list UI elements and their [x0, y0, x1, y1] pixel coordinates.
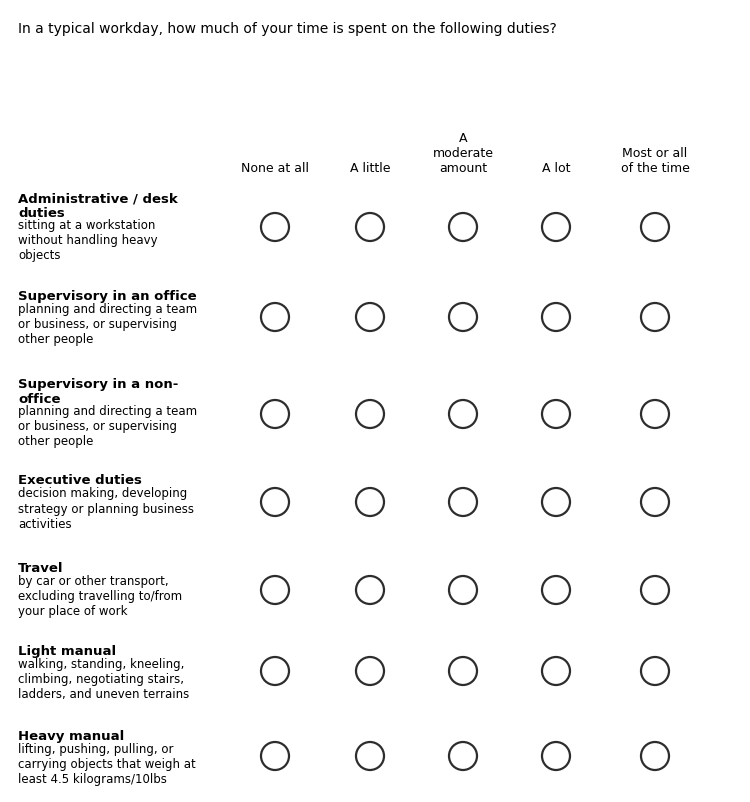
Text: sitting at a workstation
without handling heavy
objects: sitting at a workstation without handlin… [18, 219, 158, 261]
Text: A lot: A lot [542, 162, 570, 175]
Text: decision making, developing
strategy or planning business
activities: decision making, developing strategy or … [18, 487, 194, 530]
Text: Supervisory in a non-
office: Supervisory in a non- office [18, 378, 178, 406]
Text: Travel: Travel [18, 561, 64, 574]
Text: Supervisory in an office: Supervisory in an office [18, 290, 196, 302]
Text: walking, standing, kneeling,
climbing, negotiating stairs,
ladders, and uneven t: walking, standing, kneeling, climbing, n… [18, 658, 189, 701]
Text: Administrative / desk
duties: Administrative / desk duties [18, 192, 178, 220]
Text: planning and directing a team
or business, or supervising
other people: planning and directing a team or busines… [18, 303, 197, 346]
Text: planning and directing a team
or business, or supervising
other people: planning and directing a team or busines… [18, 404, 197, 448]
Text: A
moderate
amount: A moderate amount [433, 132, 494, 175]
Text: A little: A little [350, 162, 390, 175]
Text: None at all: None at all [241, 162, 309, 175]
Text: Heavy manual: Heavy manual [18, 729, 125, 742]
Text: Executive duties: Executive duties [18, 473, 142, 486]
Text: Most or all
of the time: Most or all of the time [620, 147, 689, 175]
Text: by car or other transport,
excluding travelling to/from
your place of work: by car or other transport, excluding tra… [18, 575, 182, 618]
Text: Light manual: Light manual [18, 644, 116, 657]
Text: In a typical workday, how much of your time is spent on the following duties?: In a typical workday, how much of your t… [18, 22, 556, 36]
Text: lifting, pushing, pulling, or
carrying objects that weigh at
least 4.5 kilograms: lifting, pushing, pulling, or carrying o… [18, 743, 196, 785]
